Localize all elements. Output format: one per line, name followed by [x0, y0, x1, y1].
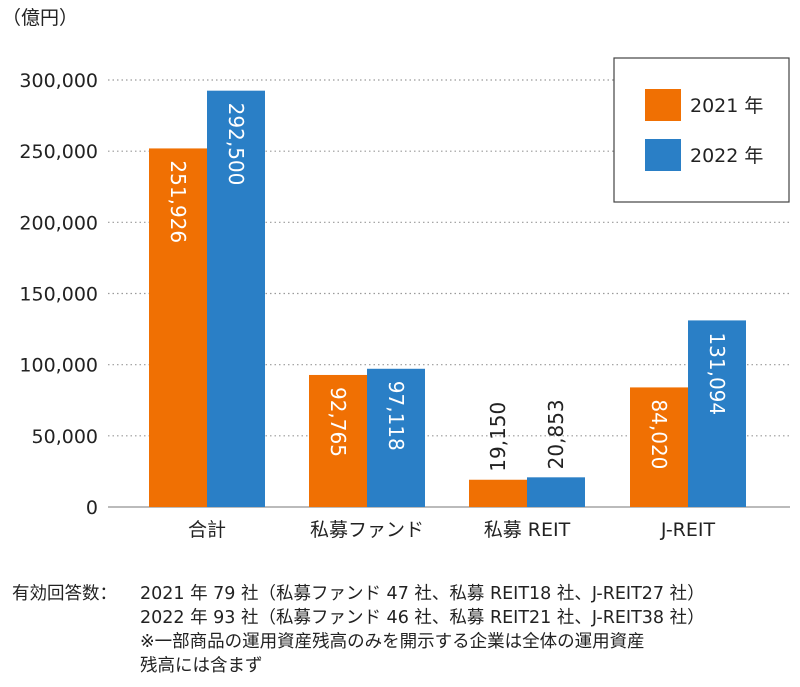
x-tick-label: 合計	[188, 519, 226, 541]
y-tick-label: 200,000	[19, 212, 98, 234]
bar	[469, 479, 527, 507]
bar	[309, 374, 367, 507]
unit-label: （億円）	[2, 7, 78, 29]
y-tick-label: 50,000	[32, 426, 98, 448]
y-tick-label: 0	[86, 497, 98, 519]
y-tick-label: 250,000	[19, 141, 98, 163]
bars: 251,926 292,500 92,765 97,118 19,150 20,853 84…	[149, 90, 746, 508]
legend: 2021 年 2022 年	[613, 57, 790, 203]
y-tick-label: 300,000	[19, 70, 98, 92]
y-axis: 0 50,000 100,000 150,000 200,000 250,000 300,0…	[19, 70, 98, 519]
bar	[688, 320, 746, 507]
y-tick-label: 150,000	[19, 284, 98, 306]
x-tick-label: 私募ファンド	[310, 519, 424, 541]
data-label: 84,020	[647, 399, 671, 469]
data-label: 19,150	[486, 402, 510, 472]
x-tick-label: J-REIT	[660, 519, 716, 541]
notes-line-1: 2021 年 79 社（私募ファンド 47 社、私募 REIT18 社、J-RE…	[140, 584, 705, 604]
legend-box	[613, 57, 790, 203]
data-label: 251,926	[166, 160, 190, 243]
data-label: 131,094	[705, 332, 729, 415]
data-label: 292,500	[224, 103, 248, 186]
legend-label: 2022 年	[690, 145, 763, 167]
data-label: 97,118	[384, 381, 408, 451]
notes-line-4: 残高には含まず	[140, 656, 263, 676]
bar	[630, 387, 688, 507]
x-tick-label: 私募 REIT	[484, 519, 571, 541]
bar	[527, 477, 585, 507]
notes-line-2: 2022 年 93 社（私募ファンド 46 社、私募 REIT21 社、J-RE…	[140, 608, 705, 628]
x-axis: 合計 私募ファンド 私募 REIT J-REIT	[188, 519, 715, 541]
data-label: 20,853	[544, 399, 568, 469]
legend-label: 2021 年	[690, 95, 763, 117]
data-label: 92,765	[326, 387, 350, 457]
bar	[149, 148, 207, 507]
bar	[367, 368, 425, 507]
y-tick-label: 100,000	[19, 355, 98, 377]
legend-swatch	[645, 139, 681, 171]
notes-line-3: ※一部商品の運用資産残高のみを開示する企業は全体の運用資産	[140, 632, 645, 652]
bar	[207, 90, 265, 508]
notes-heading: 有効回答数：	[12, 584, 117, 604]
legend-swatch	[645, 89, 681, 121]
notes: 有効回答数： 2021 年 79 社（私募ファンド 47 社、私募 REIT18…	[12, 582, 705, 678]
bar-chart: （億円） 0 50,000 100,000 150,000 200,000 250,000…	[2, 7, 790, 541]
